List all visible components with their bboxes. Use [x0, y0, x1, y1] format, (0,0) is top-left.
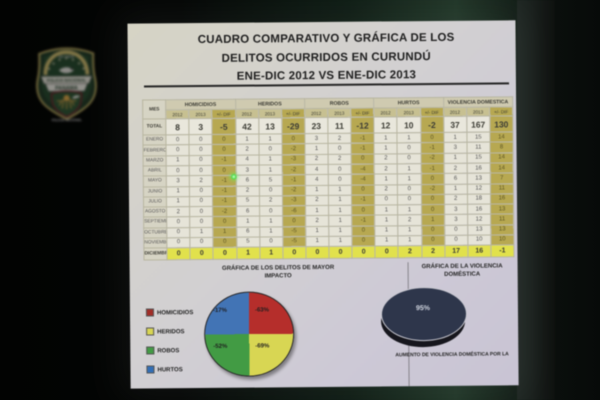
- svg-text:SIN TIMOR: SIN TIMOR: [58, 54, 74, 58]
- svg-text:POLICIA NACIONAL: POLICIA NACIONAL: [47, 77, 87, 82]
- svg-text:POLICIA NACIONAL: POLICIA NACIONAL: [52, 118, 82, 121]
